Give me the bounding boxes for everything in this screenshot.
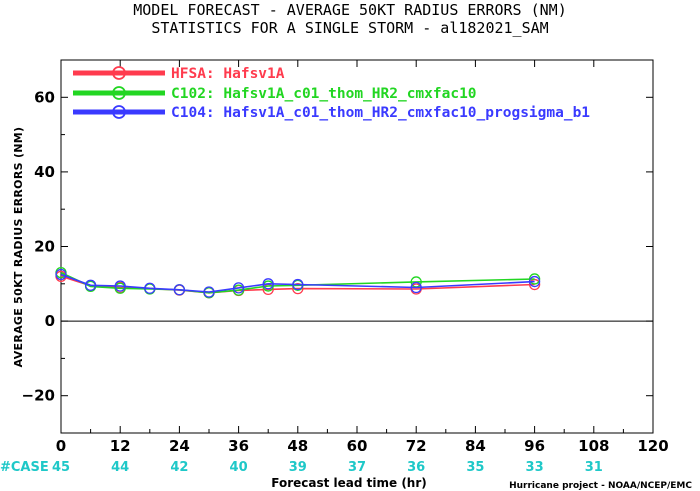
x-tick-label: 84 (465, 437, 486, 455)
data-point (173, 284, 186, 296)
y-tick-label: 40 (34, 163, 55, 181)
y-tick-label: −20 (22, 387, 55, 405)
data-point (410, 281, 422, 294)
data-point (203, 286, 215, 298)
case-count: 45 (52, 460, 70, 475)
legend: HFSA: Hafsv1A C102: Hafsv1A_c01_thom_HR2_… (73, 66, 590, 121)
y-tick-label: 0 (45, 312, 55, 330)
y-axis: −20 0 20 40 60 (22, 59, 653, 434)
series-group (55, 266, 541, 299)
x-tick-label: 24 (169, 437, 190, 455)
case-count: 44 (111, 460, 129, 475)
data-point (232, 282, 245, 294)
y-tick-label: 20 (34, 238, 55, 256)
data-point (84, 279, 97, 291)
case-count: 39 (289, 460, 307, 475)
case-label: #CASE (0, 460, 49, 475)
chart-title-line1: MODEL FORECAST - AVERAGE 50KT RADIUS ERR… (133, 1, 566, 19)
x-tick-label: 60 (347, 437, 368, 455)
case-count: 40 (230, 460, 248, 475)
data-point (292, 278, 304, 291)
legend-marker (112, 105, 126, 119)
case-counts: 45 44 42 40 39 37 36 35 33 31 (52, 460, 603, 475)
x-tick-label: 120 (637, 437, 668, 455)
case-count: 36 (407, 460, 425, 475)
y-tick-label: 60 (34, 88, 55, 106)
data-point (528, 275, 541, 288)
data-point (114, 280, 126, 292)
legend-label: HFSA: Hafsv1A (171, 66, 285, 82)
chart-title-line2: STATISTICS FOR A SINGLE STORM - al182021… (151, 19, 548, 37)
case-count: 33 (526, 460, 544, 475)
case-count: 42 (170, 460, 188, 475)
data-point (55, 268, 67, 281)
x-tick-label: 108 (578, 437, 609, 455)
legend-marker (112, 66, 126, 80)
x-tick-label: 96 (524, 437, 545, 455)
x-tick-label: 0 (56, 437, 66, 455)
x-axis: 0 12 24 36 48 60 72 84 96 108 120 (56, 60, 669, 455)
series-3 (55, 268, 541, 298)
x-axis-label: Forecast lead time (hr) (271, 476, 427, 490)
x-tick-label: 12 (110, 437, 131, 455)
x-tick-label: 72 (406, 437, 427, 455)
legend-label: C102: Hafsv1A_c01_thom_HR2_cmxfac10 (171, 86, 477, 102)
case-count: 31 (585, 460, 603, 475)
case-count: 35 (466, 460, 484, 475)
credit-text: Hurricane project - NOAA/NCEP/EMC (509, 481, 692, 491)
series-line (60, 273, 535, 293)
data-point (262, 278, 274, 290)
x-tick-label: 36 (228, 437, 249, 455)
legend-label: C104: Hafsv1A_c01_thom_HR2_cmxfac10_prog… (171, 105, 590, 121)
data-point (292, 282, 304, 295)
legend-marker (112, 86, 126, 100)
y-axis-label: AVERAGE 50KT RADIUS ERRORS (NM) (12, 127, 25, 368)
x-tick-label: 48 (287, 437, 308, 455)
case-count: 37 (348, 460, 366, 475)
data-point (144, 282, 156, 294)
